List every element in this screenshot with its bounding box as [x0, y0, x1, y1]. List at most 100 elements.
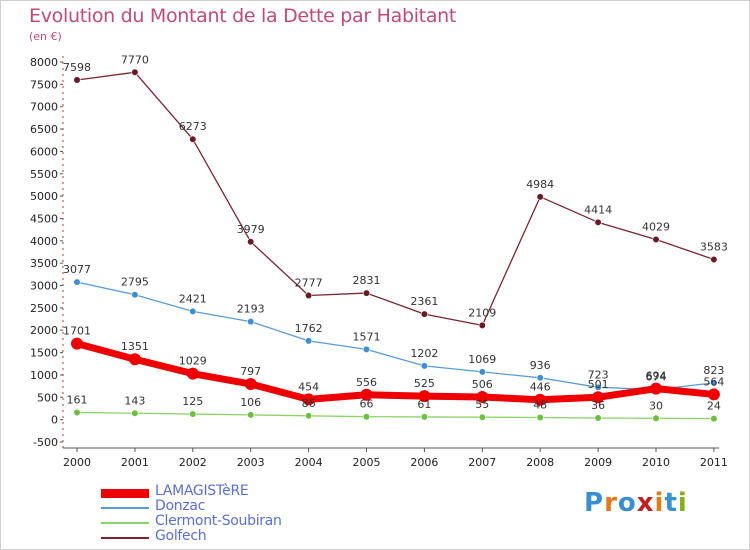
legend-item-clermont-soubiran: Clermont-Soubiran	[101, 513, 361, 531]
logo-letter: t	[664, 488, 678, 518]
data-point-donzac	[247, 318, 255, 326]
data-point-donzac	[305, 337, 313, 345]
data-point-clermont-soubiran	[478, 413, 486, 421]
data-label-donzac: 1762	[295, 322, 323, 335]
data-point-donzac	[73, 278, 81, 286]
logo-letter: i	[654, 488, 665, 518]
data-label-lamagist-re: 454	[298, 380, 319, 393]
data-label-clermont-soubiran: 66	[360, 398, 374, 411]
data-point-donzac	[189, 307, 197, 316]
data-label-golfech: 2109	[468, 306, 496, 319]
x-tick-label: 2005	[353, 456, 381, 469]
data-label-donzac: 3077	[63, 263, 91, 276]
data-point-golfech	[247, 238, 255, 246]
data-point-lamagist-re	[244, 378, 257, 391]
data-point-clermont-soubiran	[652, 414, 660, 422]
data-point-lamagist-re	[534, 393, 547, 406]
data-label-donzac: 2795	[121, 276, 149, 289]
data-point-golfech	[478, 321, 486, 329]
series-line-lamagist-re	[73, 340, 718, 404]
data-label-lamagist-re: 506	[472, 378, 493, 391]
y-tick-label: 5500	[30, 168, 58, 181]
logo-letter: o	[617, 488, 637, 518]
data-label-clermont-soubiran: 36	[591, 399, 605, 412]
data-label-lamagist-re: 694	[646, 370, 667, 383]
data-label-golfech: 3979	[237, 223, 265, 236]
data-label-clermont-soubiran: 48	[533, 399, 547, 412]
data-label-lamagist-re: 1701	[63, 325, 91, 338]
legend-label: Clermont-Soubiran	[155, 513, 282, 529]
data-label-golfech: 7598	[63, 61, 91, 74]
data-point-golfech	[710, 255, 718, 264]
data-point-golfech	[594, 218, 602, 226]
data-point-donzac	[594, 383, 602, 391]
data-point-lamagist-re	[592, 391, 605, 404]
x-tick-label: 2010	[642, 456, 670, 469]
data-label-clermont-soubiran: 30	[649, 399, 663, 412]
data-label-golfech: 4984	[526, 178, 554, 191]
data-point-lamagist-re	[186, 367, 199, 380]
data-label-golfech: 2831	[353, 274, 381, 287]
data-point-donzac	[131, 291, 139, 299]
data-point-clermont-soubiran	[362, 413, 371, 421]
data-label-golfech: 3583	[700, 240, 728, 253]
y-tick-label: 5000	[30, 190, 58, 203]
x-tick-label: 2008	[526, 456, 554, 469]
y-tick-label: 6000	[30, 145, 58, 158]
y-tick-label: 1000	[30, 369, 58, 382]
data-label-donzac: 936	[530, 359, 551, 372]
x-tick-label: 2004	[295, 456, 323, 469]
data-label-clermont-soubiran: 161	[67, 393, 88, 406]
y-tick-label: 7000	[30, 101, 58, 114]
y-tick-label: 0	[51, 414, 58, 427]
legend-swatch	[101, 488, 149, 498]
y-tick-label: 8000	[30, 56, 58, 69]
data-label-golfech: 6273	[179, 120, 207, 133]
data-label-lamagist-re: 1351	[121, 340, 149, 353]
data-label-golfech: 4029	[642, 221, 670, 234]
data-point-lamagist-re	[360, 388, 373, 401]
data-point-clermont-soubiran	[536, 413, 544, 422]
data-point-lamagist-re	[707, 388, 720, 401]
data-label-lamagist-re: 501	[588, 378, 609, 391]
data-label-clermont-soubiran: 106	[240, 396, 261, 409]
y-tick-label: 2000	[30, 324, 58, 337]
series-line-donzac	[76, 281, 715, 391]
logo-letter: P	[584, 488, 605, 518]
data-point-golfech	[305, 291, 313, 300]
data-label-donzac: 2421	[179, 292, 207, 305]
data-point-clermont-soubiran	[305, 412, 313, 420]
data-point-donzac	[420, 362, 429, 370]
data-label-golfech: 4414	[584, 203, 612, 216]
data-point-lamagist-re	[71, 337, 83, 350]
chart-title: Evolution du Montant de la Dette par Hab…	[29, 5, 457, 27]
legend-swatch	[101, 522, 149, 524]
unit-label: (en €)	[29, 30, 62, 43]
data-point-lamagist-re	[302, 393, 315, 406]
data-point-clermont-soubiran	[131, 409, 139, 417]
legend-item-golfech: Golfech	[101, 528, 361, 546]
data-label-clermont-soubiran: 86	[302, 397, 316, 410]
y-tick-label: 7500	[30, 78, 58, 91]
data-label-donzac: 2193	[237, 303, 265, 316]
x-tick-label: 2006	[410, 456, 438, 469]
data-point-lamagist-re	[476, 391, 489, 404]
x-tick-label: 2007	[468, 456, 496, 469]
data-point-golfech	[652, 235, 660, 244]
y-tick-label: 3000	[30, 280, 58, 293]
data-label-donzac: 1571	[353, 330, 381, 343]
legend-label: Donzac	[155, 498, 206, 514]
legend-label: Golfech	[155, 528, 207, 544]
data-label-clermont-soubiran: 125	[182, 395, 203, 408]
data-point-clermont-soubiran	[420, 413, 429, 421]
legend-item-donzac: Donzac	[101, 498, 361, 516]
x-tick-label: 2001	[121, 456, 149, 469]
data-label-golfech: 7770	[121, 53, 149, 66]
x-tick-label: 2000	[63, 456, 91, 469]
data-label-golfech: 2777	[295, 276, 323, 289]
series-line-clermont-soubiran	[76, 411, 715, 420]
data-point-clermont-soubiran	[189, 410, 197, 418]
data-point-donzac	[710, 379, 718, 387]
y-tick-label: 500	[37, 391, 58, 404]
